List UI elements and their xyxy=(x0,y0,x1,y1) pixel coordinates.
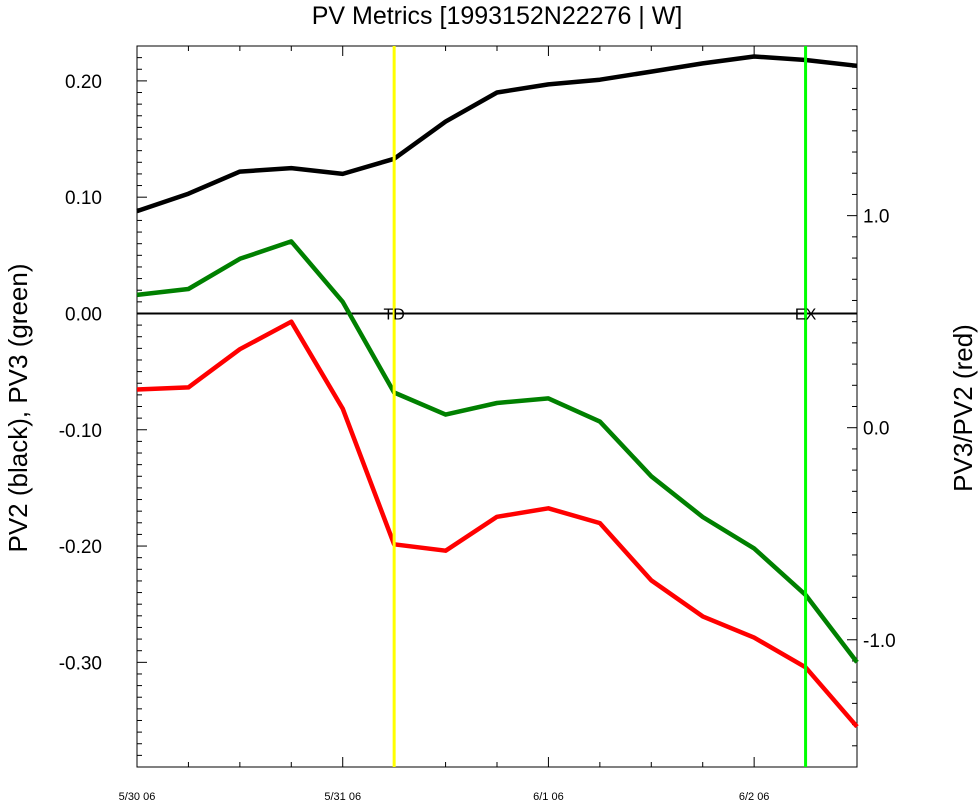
marker-label-ex: EX xyxy=(795,306,817,323)
right-y-axis-label: PV3/PV2 (red) xyxy=(948,324,978,492)
left-y-tick-label: 0.00 xyxy=(65,304,102,325)
series-line-pv3 xyxy=(136,239,859,664)
right-y-tick-label: 0.0 xyxy=(863,419,889,440)
left-y-tick-label: -0.10 xyxy=(59,421,102,442)
right-y-tick-label: -1.0 xyxy=(863,631,896,652)
plot-area: 5/30 06 5/31 06 6/1 06 6/2 06 0.20 0.10 0.00 -0… xyxy=(59,45,896,803)
marker-label-td: TD xyxy=(383,306,404,323)
left-y-tick-label: -0.30 xyxy=(59,653,102,674)
series-line-pv2 xyxy=(136,54,858,214)
x-tick-label: 5/30 06 xyxy=(119,791,156,803)
x-tick-label: 6/2 06 xyxy=(739,791,770,803)
left-y-axis-label: PV2 (black), PV3 (green) xyxy=(3,263,33,552)
left-y-tick-label: 0.20 xyxy=(65,72,102,93)
left-y-tick-label: -0.20 xyxy=(59,537,102,558)
chart-title: PV Metrics [1993152N22276 | W] xyxy=(312,2,683,30)
series-line-pv3-pv2 xyxy=(136,319,859,729)
x-tick-label: 5/31 06 xyxy=(324,791,361,803)
x-tick-label: 6/1 06 xyxy=(533,791,564,803)
right-y-tick-label: 1.0 xyxy=(863,207,889,228)
left-y-tick-label: 0.10 xyxy=(65,188,102,209)
plot-frame xyxy=(136,45,858,768)
